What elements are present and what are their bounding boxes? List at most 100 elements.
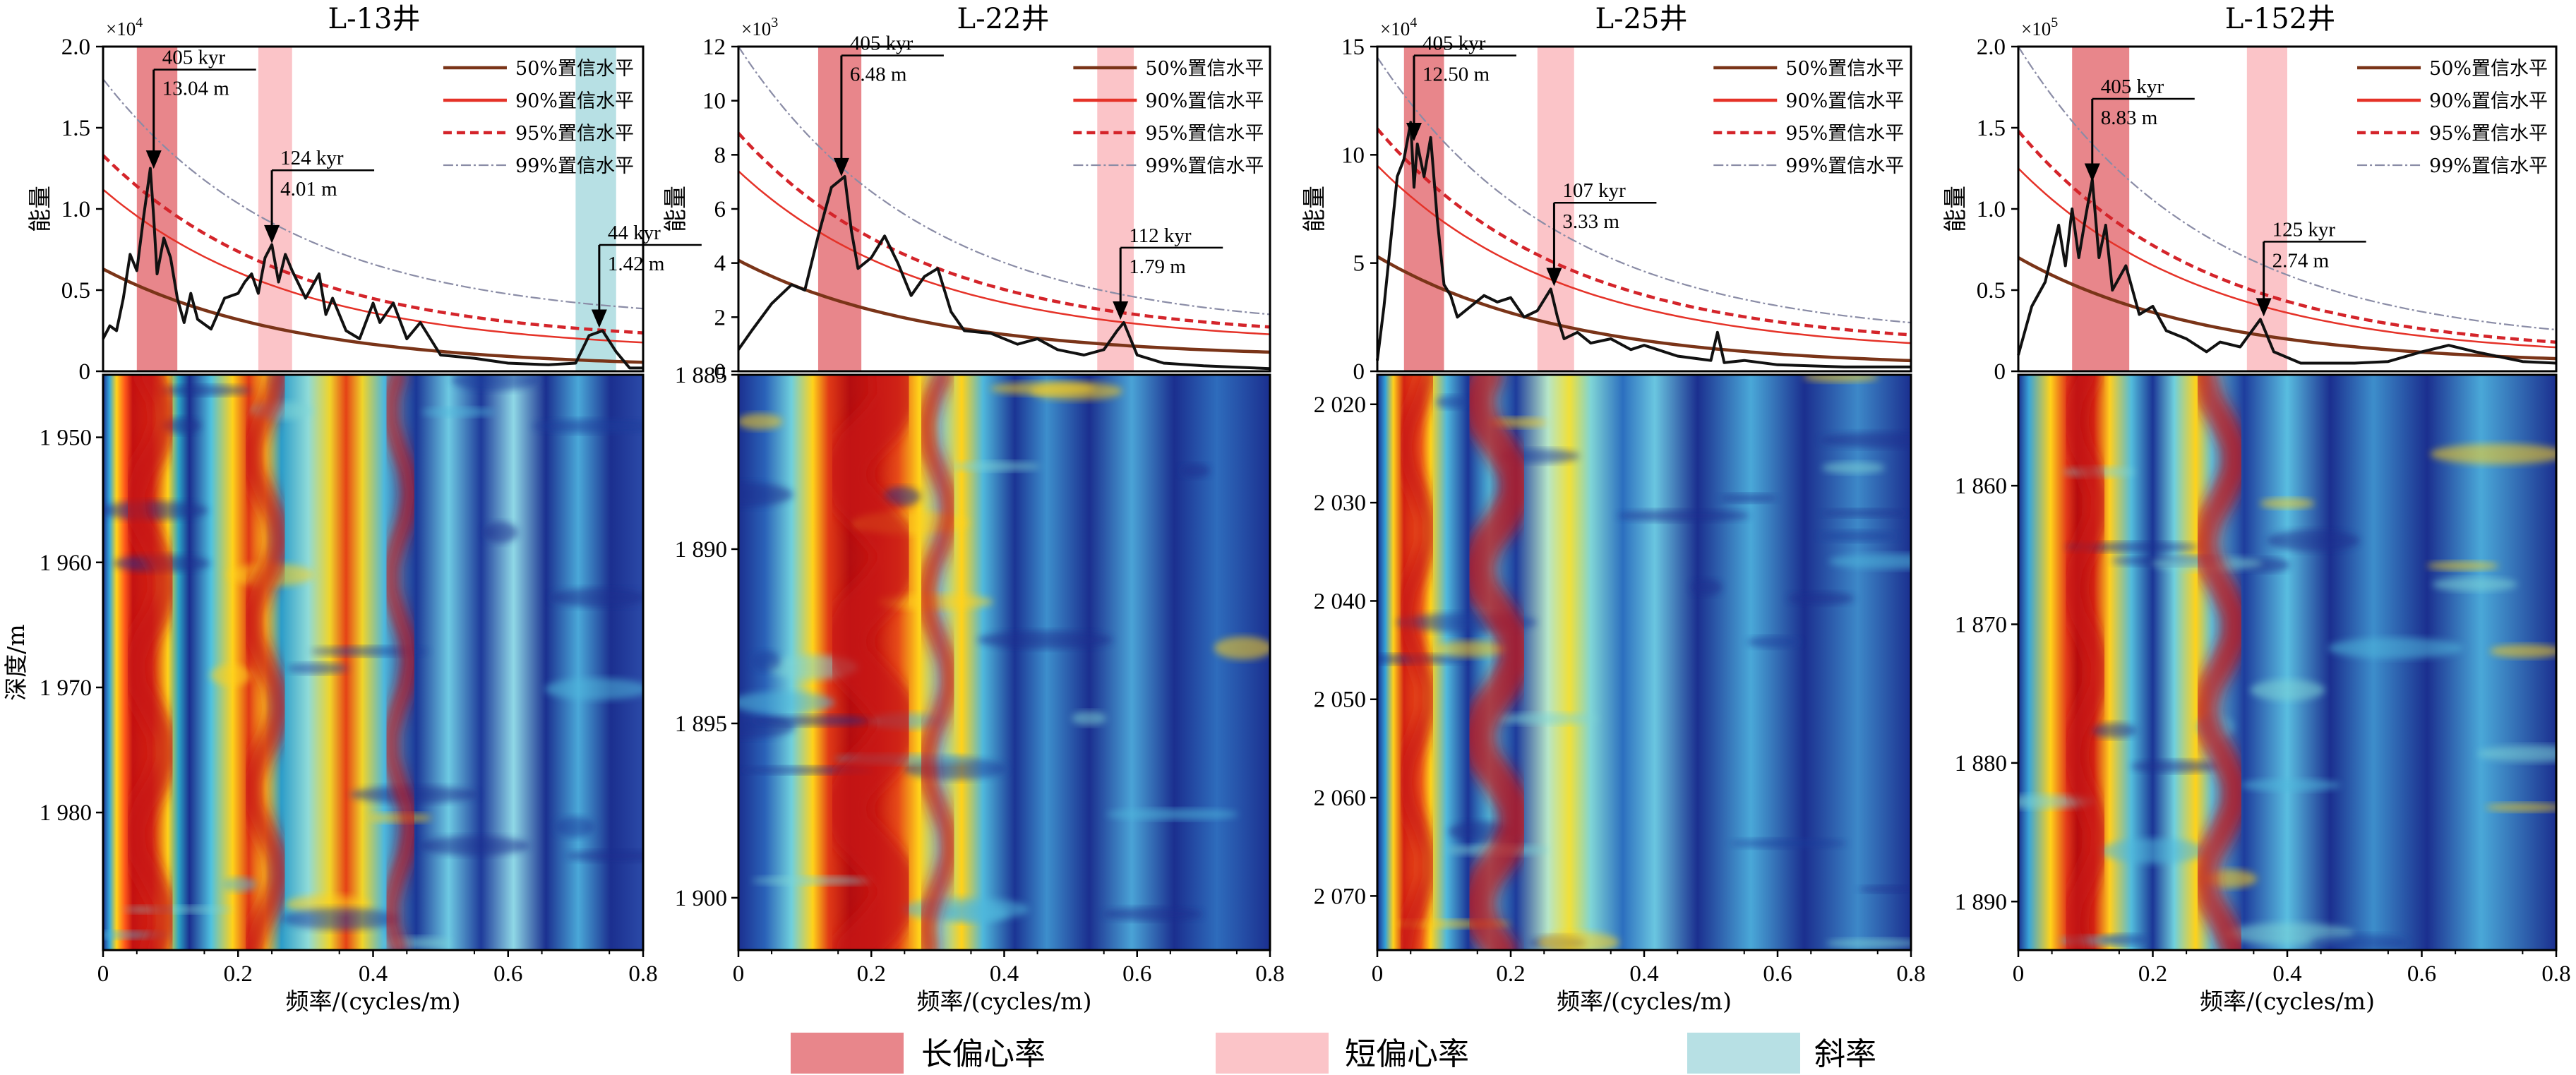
- texture-blob: [751, 651, 781, 672]
- axis-multiplier: ×105: [2021, 15, 2058, 40]
- texture-blob: [1730, 839, 1847, 848]
- annotation-arrow: [2256, 298, 2272, 317]
- depth-tick-label: 1 970: [40, 675, 92, 701]
- y-tick-label: 8: [714, 143, 726, 168]
- texture-blob: [555, 816, 595, 838]
- panel-2: L-22井 0 2 4 6 8 10 12 ×103 能量 50%置信水平 90%置信水平 95%置信…: [661, 3, 1285, 1015]
- frequency-track: [916, 375, 960, 950]
- conf-50-line: [2017, 256, 2557, 361]
- legend-swatch-long-ecc: [791, 1033, 904, 1074]
- spectrum-plot: 0 5 10 15 ×104 能量 50%置信水平 90%置信水平 95%置信水平 99%置信水平…: [1300, 15, 1912, 385]
- depth-tick-label: 2 050: [1314, 687, 1366, 713]
- texture-blob: [1214, 636, 1270, 660]
- texture-blob: [2250, 679, 2325, 701]
- conf-99-line: [102, 78, 644, 310]
- x-tick-label: 0.2: [224, 961, 253, 987]
- texture-blob: [1858, 885, 1911, 893]
- annotation-thickness: 12.50 m: [1422, 64, 1490, 86]
- y-tick-label: 6: [714, 197, 726, 222]
- band-short-ecc: [1537, 47, 1574, 371]
- annotation-arrow: [1113, 301, 1129, 320]
- conf-95-line: [102, 154, 644, 335]
- depth-tick-label: 1 895: [675, 711, 727, 737]
- annotation-period: 405 kyr: [2101, 76, 2164, 98]
- panel-1: L-13井 0 0.5 1.0 1.5 2.0 ×104 能量 50%置信水平 90%置信水平 9…: [2, 3, 702, 1015]
- depth-tick-label: 2 040: [1314, 589, 1366, 614]
- annotation-arrow: [264, 224, 280, 244]
- annotation-period: 44 kyr: [608, 222, 661, 244]
- texture-blob: [738, 413, 783, 430]
- y-tick-label: 1.5: [1977, 116, 2006, 141]
- y-axis-label: 能量: [1300, 186, 1328, 232]
- evolutive-spectrum: 0 0.2 0.4 0.6 0.8 频率/(cycles/m) 2 020 2 030 2 04…: [1314, 373, 1926, 1015]
- evolutive-texture: [738, 375, 1270, 950]
- texture-blob: [2430, 443, 2556, 464]
- panel-4: L-152井 0 0.5 1.0 1.5 2.0 ×105 能量 50%置信水平 90%置信水平…: [1941, 3, 2571, 1015]
- texture-blob: [752, 876, 872, 885]
- x-tick-label: 0: [2013, 961, 2025, 987]
- depth-tick-label: 1 870: [1955, 612, 2007, 637]
- texture-blob: [882, 486, 921, 507]
- x-tick-label: 0.6: [1763, 961, 1792, 987]
- texture-blob: [1802, 375, 1879, 383]
- depth-tick-label: 2 070: [1314, 884, 1366, 909]
- x-tick-label: 0.4: [1629, 961, 1658, 987]
- texture-blob: [368, 812, 431, 823]
- texture-blob: [2241, 779, 2341, 791]
- texture-blob: [2432, 577, 2518, 591]
- texture-blob: [451, 375, 540, 391]
- texture-blob: [751, 715, 872, 726]
- texture-blob: [1720, 493, 1777, 503]
- texture-blob: [1102, 907, 1203, 921]
- legend-label: 50%置信水平: [515, 58, 634, 80]
- panel-title: L-152井: [2225, 3, 2335, 35]
- legend-label: 99%置信水平: [515, 155, 634, 177]
- legend-label-obliquity: 斜率: [1814, 1036, 1876, 1072]
- panel-title: L-13井: [328, 3, 421, 35]
- texture-blob: [1377, 654, 1469, 664]
- x-axis-label: 频率/(cycles/m): [1557, 987, 1732, 1015]
- conf-90-line: [1377, 164, 1912, 344]
- conf-95-line: [1376, 128, 1912, 337]
- evolutive-texture: [2018, 375, 2556, 950]
- texture-blob: [544, 678, 643, 700]
- y-tick-label: 0: [714, 359, 726, 385]
- evolutive-base: [1377, 375, 1911, 950]
- annotation-thickness: 13.04 m: [162, 78, 230, 100]
- texture-blob: [1821, 509, 1907, 517]
- x-tick-label: 0.8: [1896, 961, 1925, 987]
- legend-label: 95%置信水平: [1785, 123, 1904, 145]
- y-tick-label: 10: [702, 89, 726, 114]
- legend-label: 95%置信水平: [515, 123, 634, 145]
- frequency-track: [239, 375, 292, 950]
- frequency-track: [382, 375, 419, 950]
- legend-label: 90%置信水平: [2429, 90, 2548, 112]
- annotation-thickness: 2.74 m: [2272, 249, 2330, 272]
- spectrum-plot: 0 0.5 1.0 1.5 2.0 ×104 能量 50%置信水平 90%置信水平 95%置信水平…: [26, 15, 702, 385]
- texture-blob: [1819, 530, 1898, 542]
- legend-label: 95%置信水平: [1145, 123, 1264, 145]
- axis-multiplier-exponent: 3: [771, 15, 778, 30]
- x-tick-label: 0.4: [2272, 961, 2301, 987]
- texture-blob: [1826, 938, 1911, 948]
- texture-blob: [349, 786, 479, 803]
- x-tick-label: 0.6: [1122, 961, 1151, 987]
- x-tick-label: 0.6: [493, 961, 522, 987]
- y-tick-label: 2: [714, 305, 726, 330]
- texture-blob: [2260, 498, 2315, 509]
- legend-label: 50%置信水平: [2429, 58, 2548, 80]
- x-tick-label: 0.8: [628, 961, 657, 987]
- spectrum-curve: [2017, 178, 2557, 365]
- frequency-track: [817, 375, 922, 950]
- spectrum-curve: [737, 175, 1271, 371]
- texture-blob: [2328, 637, 2464, 659]
- y-axis-label: 能量: [1941, 186, 1969, 232]
- x-tick-label: 0: [733, 961, 745, 987]
- texture-blob: [2091, 723, 2137, 738]
- y-tick-label: 1.0: [61, 197, 90, 222]
- annotation-arrow: [1406, 123, 1422, 141]
- evolutive-spectrum: 0 0.2 0.4 0.6 0.8 频率/(cycles/m) 1 885 1 890 1 89…: [675, 363, 1285, 1015]
- frequency-track: [2059, 375, 2111, 950]
- annotation-arrow: [1546, 268, 1562, 287]
- texture-blob: [2131, 760, 2219, 773]
